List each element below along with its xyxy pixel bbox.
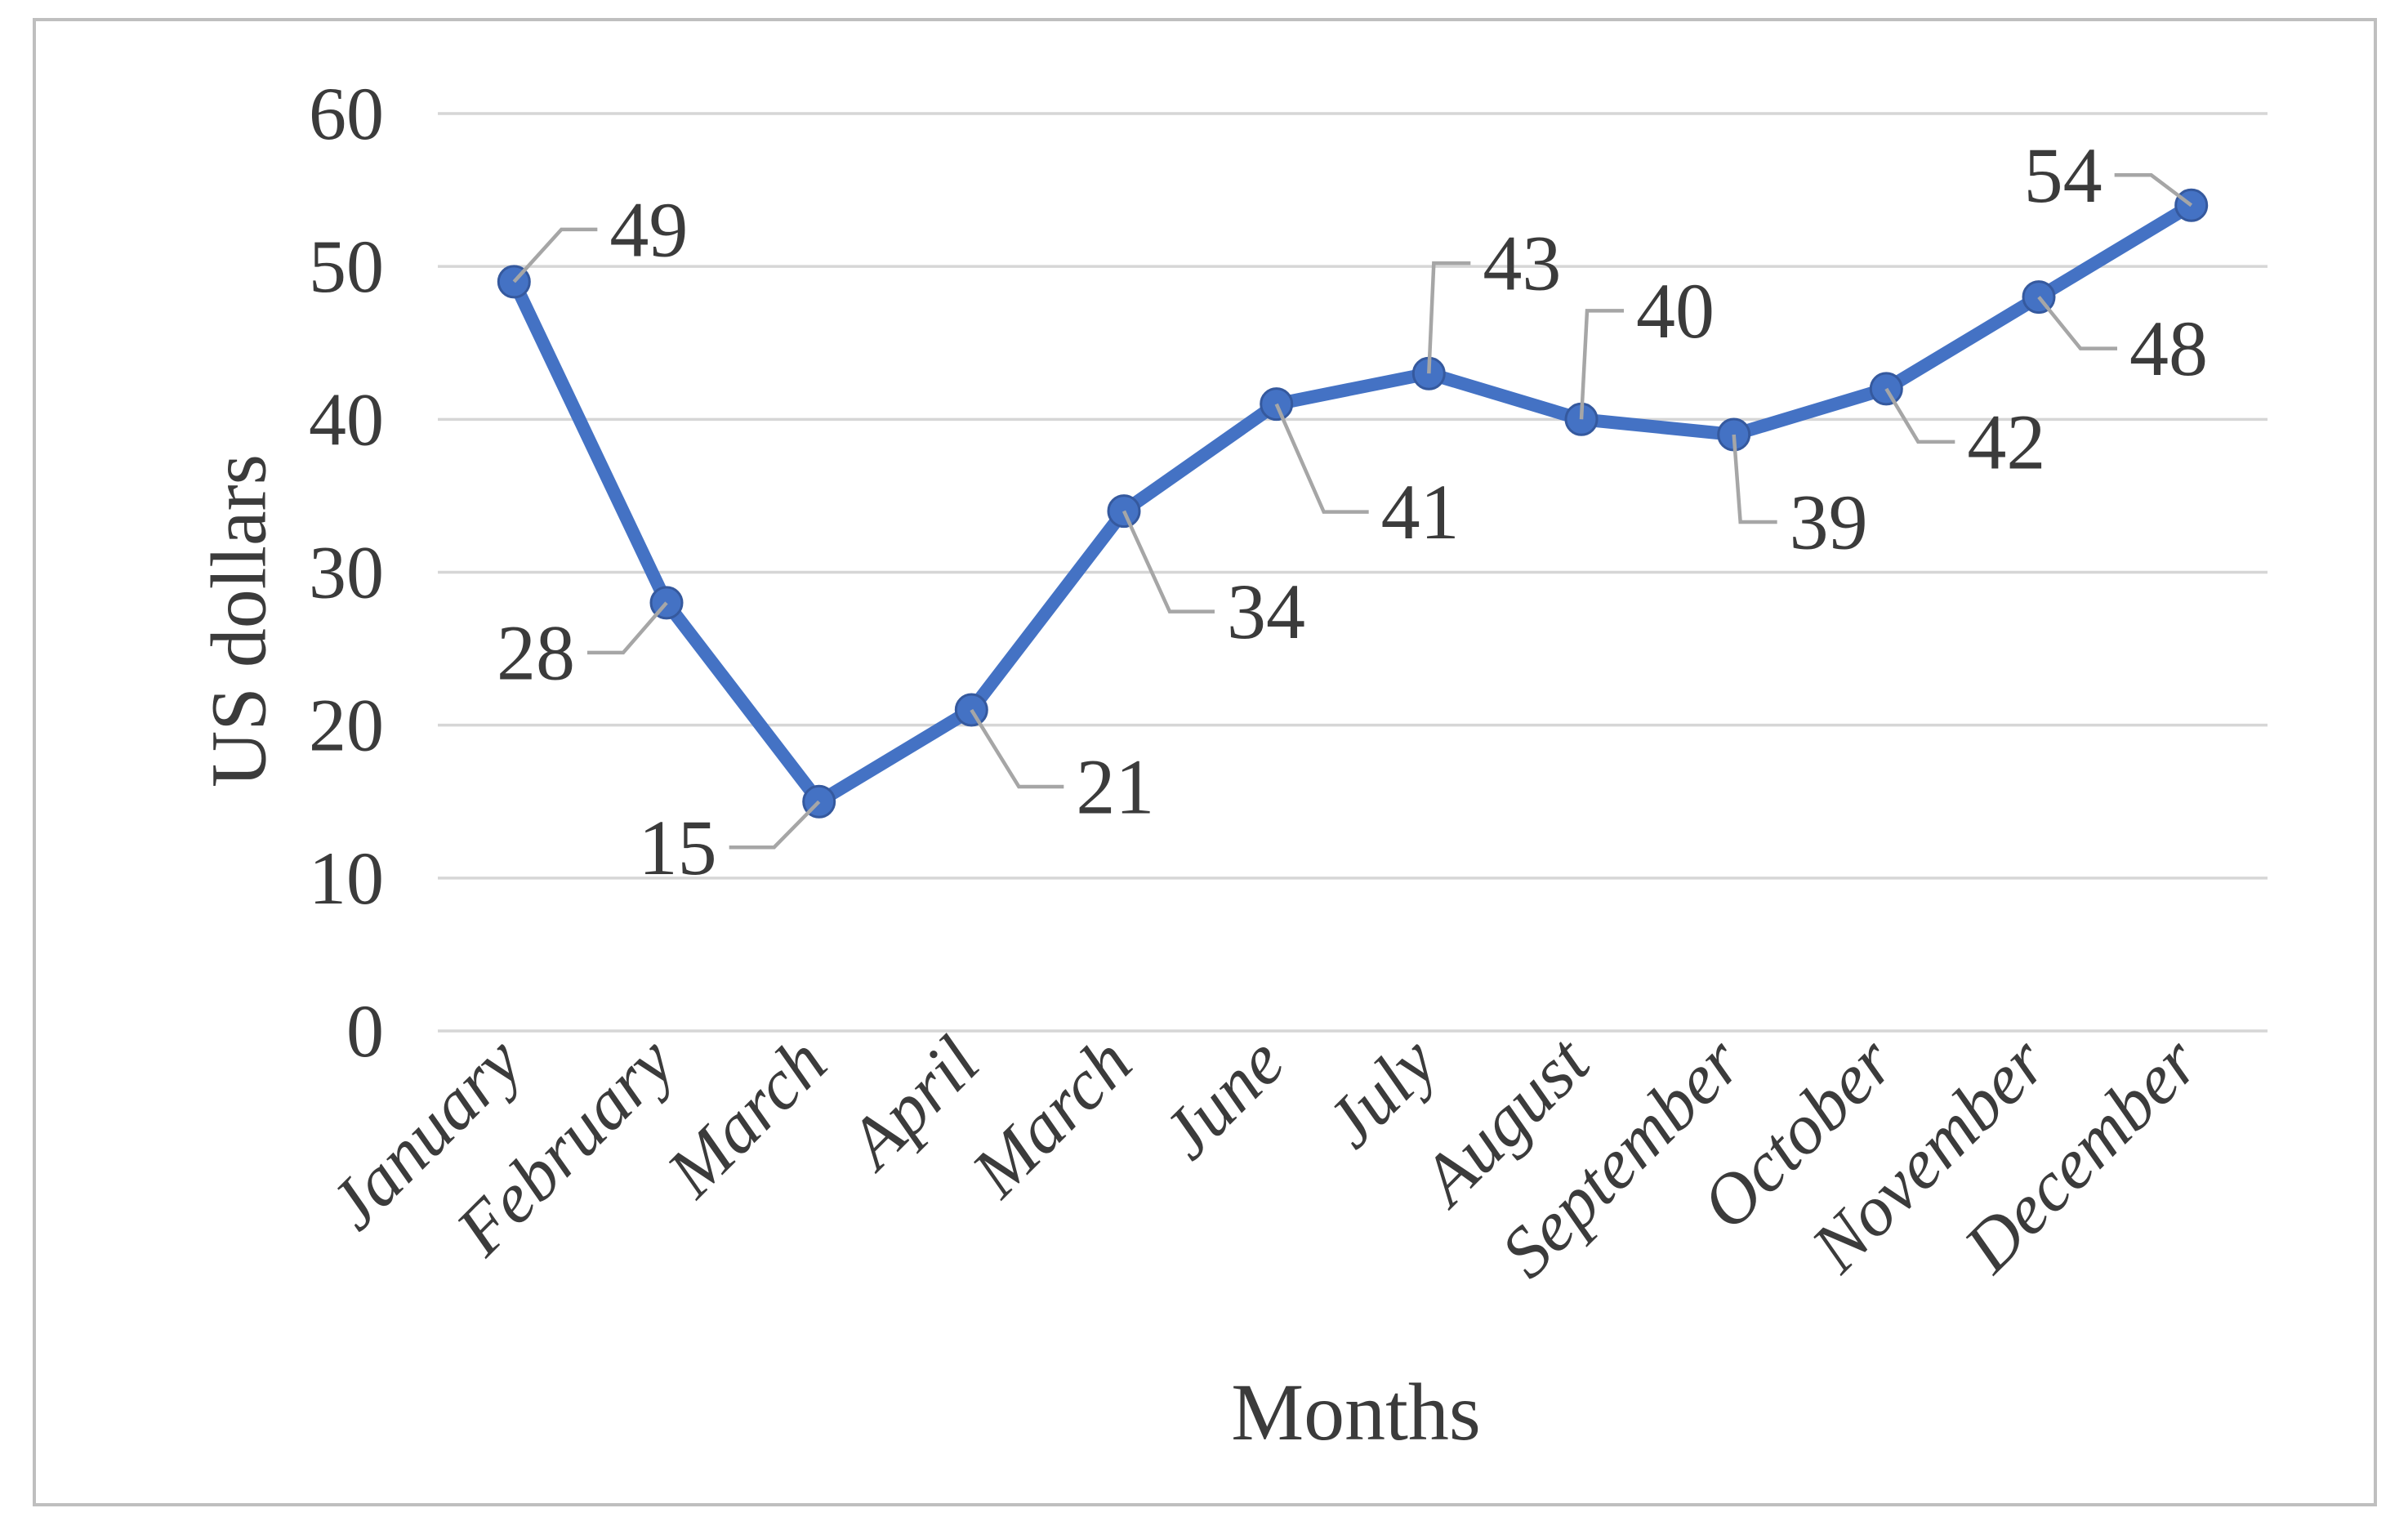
data-label: 49 — [609, 185, 688, 273]
y-axis-ticks-group: 0 10 20 30 40 50 60 — [309, 72, 384, 1073]
data-label-leader — [1732, 434, 1777, 524]
data-label: 43 — [1483, 220, 1561, 307]
data-label: 28 — [497, 609, 575, 696]
data-label-leader — [2114, 173, 2193, 207]
y-axis-title: US dollars — [195, 454, 283, 788]
data-label: 41 — [1381, 468, 1460, 556]
data-label-leader — [1122, 510, 1215, 614]
y-tick-label: 50 — [309, 225, 384, 308]
data-label: 40 — [1636, 267, 1715, 355]
data-label-leaders-group — [512, 173, 2193, 850]
figure-frame — [33, 18, 2377, 1506]
series-line — [507, 199, 2198, 809]
data-label-leader — [1579, 309, 1624, 420]
data-labels-group: 49 28 15 21 34 41 43 40 39 42 48 54 — [497, 132, 2208, 891]
data-point-marker — [1260, 387, 1294, 422]
y-tick-label: 60 — [309, 72, 384, 155]
y-tick-label: 30 — [309, 531, 384, 614]
data-label-leader — [1427, 261, 1471, 374]
y-tick-label: 20 — [309, 684, 384, 767]
gridlines-group — [438, 112, 2268, 1033]
data-label-leader — [970, 708, 1064, 789]
data-label: 42 — [1967, 398, 2045, 485]
data-label: 39 — [1790, 479, 1868, 566]
data-label-leader — [1884, 387, 1955, 444]
data-label-leader — [587, 601, 668, 655]
x-axis-title: Months — [1231, 1367, 1481, 1457]
data-label-leader — [512, 227, 598, 283]
data-label-leader — [2037, 296, 2117, 350]
y-tick-label: 40 — [309, 377, 384, 461]
y-tick-label: 0 — [346, 989, 384, 1073]
data-label-leader — [1274, 403, 1369, 514]
y-tick-label: 10 — [309, 837, 384, 920]
data-label: 34 — [1227, 568, 1305, 655]
data-label: 15 — [639, 804, 717, 891]
data-label-leader — [729, 800, 821, 850]
data-label: 48 — [2129, 305, 2208, 392]
data-label: 21 — [1076, 743, 1154, 830]
data-label: 54 — [2024, 132, 2103, 219]
